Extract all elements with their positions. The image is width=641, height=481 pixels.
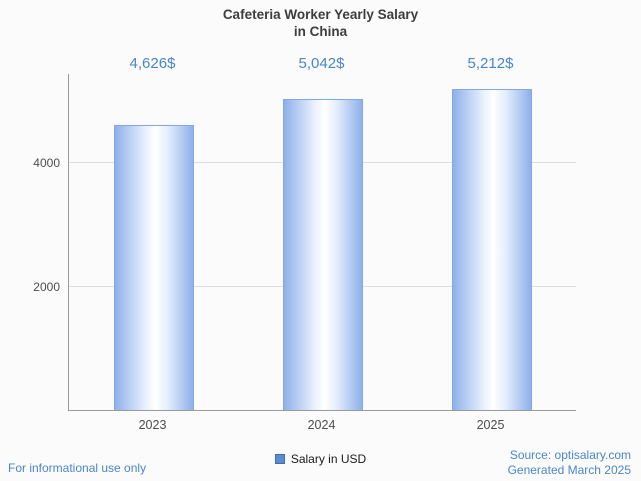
legend-label: Salary in USD xyxy=(290,452,367,466)
bar-slot-2023 xyxy=(69,74,238,410)
bar-2023 xyxy=(113,124,194,410)
x-axis-labels: 2023 2024 2025 xyxy=(68,418,575,432)
y-tick-4000: 4000 xyxy=(33,156,60,171)
disclaimer-text: For informational use only xyxy=(8,461,147,475)
bar-slot-2025 xyxy=(407,74,576,410)
x-tick-2024: 2024 xyxy=(307,418,336,432)
x-tick-2025: 2025 xyxy=(476,418,505,432)
generated-text: Generated March 2025 xyxy=(507,463,631,477)
bar-2024 xyxy=(282,99,363,410)
bar-slot-2024 xyxy=(238,74,407,410)
source-text: Source: optisalary.com xyxy=(509,448,631,462)
chart-title-line-2: in China xyxy=(293,24,348,39)
bars-group xyxy=(69,74,576,410)
legend-swatch-icon xyxy=(274,454,285,464)
bar-value-label-2025: 5,212$ xyxy=(467,55,514,72)
bar-value-label-2023: 4,626$ xyxy=(129,55,176,72)
chart-title: Cafeteria Worker Yearly Salary in China xyxy=(0,6,641,40)
x-tick-2023: 2023 xyxy=(138,418,167,432)
bar-2025 xyxy=(451,88,532,410)
bar-value-labels: 4,626$ 5,042$ 5,212$ xyxy=(68,55,575,72)
bar-value-label-2024: 5,042$ xyxy=(298,55,345,72)
plot-area: 2000 4000 xyxy=(33,74,576,411)
source-block: Source: optisalary.com Generated March 2… xyxy=(508,448,631,478)
chart-title-line-1: Cafeteria Worker Yearly Salary xyxy=(222,7,419,22)
legend: Salary in USD xyxy=(0,452,641,466)
y-tick-2000: 2000 xyxy=(33,279,60,294)
